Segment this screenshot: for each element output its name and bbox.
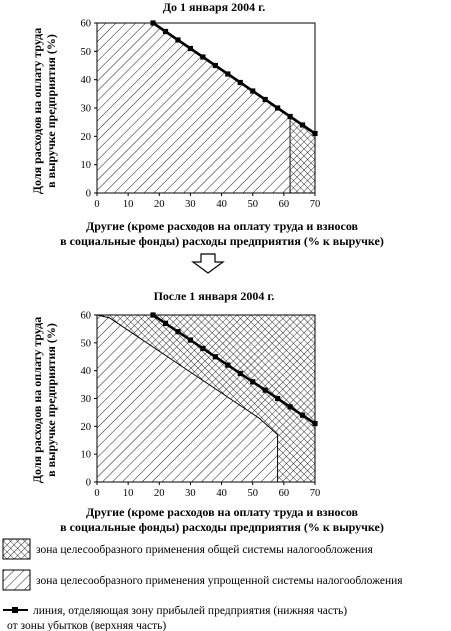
- profit-line-point: [237, 79, 243, 86]
- x-tick-label: 60: [279, 488, 290, 499]
- y-tick-label: 40: [81, 366, 92, 377]
- y-tick-label: 20: [81, 422, 92, 433]
- y-axis-label-line-2: в выручке предприятия (%): [44, 323, 58, 477]
- profit-line-point: [162, 28, 169, 35]
- y-axis-label: Доля расходов на оплату труда в выручке …: [30, 317, 58, 483]
- x-tick-label: 70: [310, 488, 321, 499]
- x-tick-label: 50: [247, 488, 258, 499]
- profit-line-point: [212, 354, 218, 360]
- y-axis-label: Доля расходов на оплату труда в выручке …: [30, 28, 58, 194]
- profit-line-point: [150, 20, 156, 26]
- y-tick-label: 20: [81, 132, 92, 143]
- profit-line-point: [150, 312, 156, 318]
- x-tick-label: 10: [123, 488, 134, 499]
- profit-line-point: [312, 420, 318, 427]
- profit-line-point: [237, 370, 243, 377]
- profit-line-point: [250, 379, 256, 385]
- y-tick-label: 0: [86, 189, 91, 200]
- x-tick-label: 30: [185, 199, 196, 210]
- marker-line-icon: [3, 607, 28, 613]
- x-tick-label: 40: [216, 488, 227, 499]
- profit-line-point: [312, 130, 318, 137]
- y-axis-label-line-1: Доля расходов на оплату труда: [30, 28, 44, 194]
- profit-line-point: [250, 88, 256, 94]
- legend-item-line: линия, отделяющая зону прибылей предприя…: [3, 605, 347, 631]
- y-tick-label: 50: [81, 47, 92, 58]
- legend-text: зона целесообразного применения общей си…: [36, 544, 373, 556]
- x-tick-label: 60: [279, 199, 290, 210]
- diagonal-swatch-icon: [2, 569, 31, 591]
- legend-item-general: зона целесообразного применения общей си…: [2, 538, 373, 560]
- x-axis-label-line-2: в социальные фонды) расходы предприятия …: [60, 520, 384, 534]
- profit-line-point: [299, 412, 306, 418]
- profit-line-point: [187, 337, 194, 343]
- profit-line-point: [200, 345, 206, 351]
- x-tick-label: 70: [310, 199, 321, 210]
- x-tick-label: 20: [154, 199, 165, 210]
- profit-line-point: [187, 45, 194, 52]
- x-tick-label: 0: [94, 488, 99, 499]
- y-tick-label: 60: [81, 311, 92, 322]
- profit-line-point: [175, 329, 181, 335]
- y-tick-label: 40: [81, 75, 92, 86]
- x-tick-label: 30: [185, 488, 196, 499]
- x-tick-label: 0: [94, 199, 99, 210]
- x-tick-label: 20: [154, 488, 165, 499]
- y-tick-label: 30: [81, 394, 92, 405]
- y-axis-label-line-2: в выручке предприятия (%): [44, 34, 58, 188]
- down-arrow-icon: [191, 253, 225, 274]
- profit-line-point: [287, 404, 293, 410]
- chart-after-2004: После 1 января 2004 г. Доля расходов на …: [30, 289, 384, 534]
- y-axis-label-line-1: Доля расходов на оплату труда: [30, 317, 44, 483]
- x-tick-label: 50: [247, 199, 258, 210]
- legend-text-line-2: от зоны убытков (верхняя часть): [7, 620, 166, 631]
- y-tick-label: 10: [81, 450, 92, 461]
- profit-line-point: [212, 62, 218, 69]
- profit-line-point: [262, 387, 268, 393]
- crosshatch-swatch-icon: [2, 538, 31, 560]
- chart-title: До 1 января 2004 г.: [163, 0, 265, 14]
- x-tick-label: 40: [216, 199, 227, 210]
- x-axis-label-line-2: в социальные фонды) расходы предприятия …: [60, 234, 384, 248]
- profit-line-point: [287, 113, 293, 120]
- y-tick-label: 0: [86, 478, 91, 489]
- legend-text: зона целесообразного применения упрощенн…: [36, 575, 403, 587]
- profit-line-point: [162, 320, 169, 326]
- profit-line-point: [225, 71, 231, 77]
- profit-line-point: [225, 362, 231, 368]
- profit-line-point: [262, 96, 268, 103]
- y-tick-label: 30: [81, 104, 92, 115]
- x-axis-label-line-1: Другие (кроме расходов на оплату труда и…: [86, 505, 359, 519]
- chart-before-2004: До 1 января 2004 г. Доля расходов на опл…: [30, 0, 384, 248]
- y-tick-label: 60: [81, 19, 92, 30]
- y-tick-label: 10: [81, 160, 92, 171]
- profit-line-point: [299, 122, 306, 128]
- legend-item-simplified: зона целесообразного применения упрощенн…: [2, 569, 403, 591]
- profit-line-point: [175, 37, 181, 43]
- profit-line-point: [200, 54, 206, 60]
- y-tick-label: 50: [81, 338, 92, 349]
- x-axis-label-line-1: Другие (кроме расходов на оплату труда и…: [86, 219, 359, 233]
- profit-line-point: [275, 395, 281, 402]
- legend-text-line-1: линия, отделяющая зону прибылей предприя…: [33, 605, 347, 617]
- profit-line-point: [275, 105, 281, 111]
- x-tick-label: 10: [123, 199, 134, 210]
- chart-title: После 1 января 2004 г.: [154, 289, 275, 303]
- legend: зона целесообразного применения общей си…: [2, 538, 403, 631]
